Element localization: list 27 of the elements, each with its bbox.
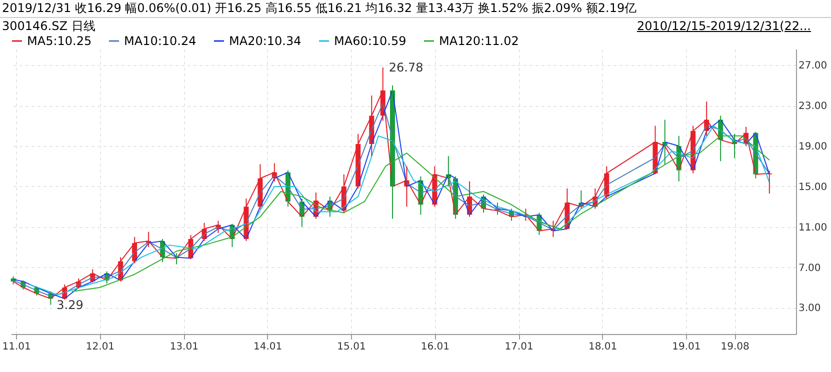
x-tick-label: 17.01: [504, 342, 534, 352]
y-tick-label: 15.00: [798, 182, 828, 193]
y-tick-label: 7.00: [798, 262, 821, 274]
legend-label: MA120:11.02: [439, 34, 519, 48]
x-tick-label: 18.01: [588, 342, 618, 352]
x-tick-label: 11.01: [2, 342, 31, 352]
y-tick-label: 11.00: [798, 222, 828, 234]
x-tick-label: 16.01: [420, 342, 450, 352]
x-tick-label: 15.01: [337, 342, 366, 352]
y-tick-label: 19.00: [798, 142, 828, 153]
legend-label: MA10:10.24: [124, 34, 196, 48]
text: 2010/12/15-2019/12/31(22...: [636, 18, 811, 35]
chart-subtitle: 300146.SZ 日线: [2, 18, 96, 35]
annotation: 26.78: [388, 60, 424, 74]
legend-label: MA60:10.59: [334, 34, 406, 48]
x-tick-label: 13.01: [170, 342, 198, 352]
legend-label: MA5:10.25: [27, 34, 92, 48]
x-tick-label: 19.08: [720, 342, 750, 352]
x-tick-label: 12.01: [86, 342, 115, 352]
x-tick-label: 19.01: [672, 342, 701, 352]
y-tick-label: 3.00: [798, 303, 821, 314]
y-tick-label: 27.00: [798, 60, 828, 72]
x-tick-label: 14.01: [253, 342, 282, 352]
legend-label: MA20:10.34: [229, 34, 302, 48]
y-tick-label: 23.00: [798, 101, 828, 112]
annotation: 3.29: [56, 298, 84, 312]
chart-title: 2019/12/31 收16.29 幅0.06%(0.01) 开16.25 高16.55 低16.21 均16.32 量13.43万 换1.52% 振2.09% 额2.19亿: [0, 0, 831, 18]
